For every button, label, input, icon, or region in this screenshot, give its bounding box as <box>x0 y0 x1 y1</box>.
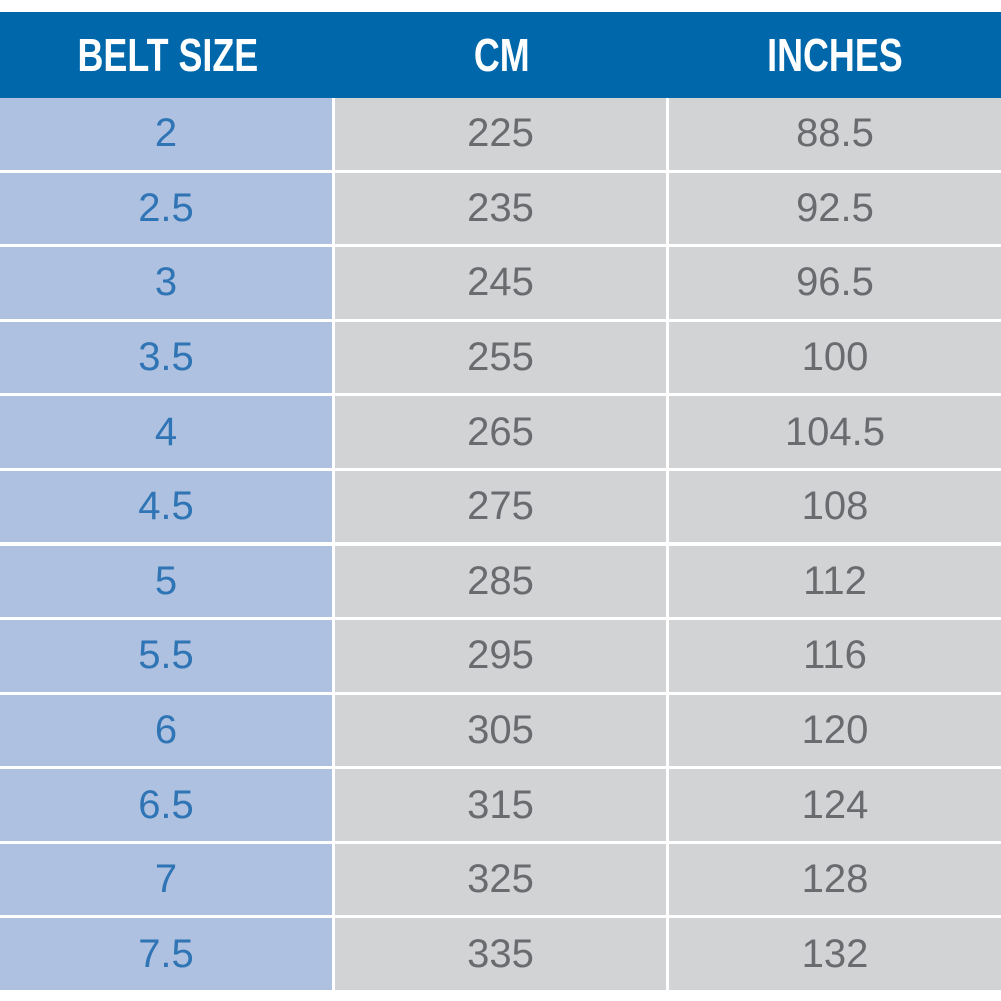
value-cell: 128 <box>669 843 1001 916</box>
header-cell-text: INCHES <box>767 29 903 81</box>
value-cell: 108 <box>669 470 1001 543</box>
size-cell-text: 4 <box>154 409 178 454</box>
size-cell: 4 <box>0 396 332 468</box>
size-cell: 4.5 <box>0 470 332 543</box>
value-cell: 96.5 <box>669 247 1001 319</box>
header-cell: BELT SIZE <box>0 12 335 98</box>
value-cell-text: 335 <box>467 931 534 976</box>
size-cell-text: 3.5 <box>138 335 194 380</box>
value-cell-text: 295 <box>467 633 534 678</box>
size-cell-text: 4.5 <box>138 484 194 529</box>
value-cell-text: 285 <box>467 558 534 603</box>
value-cell: 92.5 <box>669 172 1001 245</box>
header-cell: CM <box>335 12 669 98</box>
value-cell: 245 <box>335 247 666 319</box>
value-cell-text: 315 <box>467 782 534 827</box>
size-cell-text: 6 <box>154 707 178 752</box>
value-cell-text: 128 <box>801 857 869 902</box>
size-cell: 3 <box>0 247 332 319</box>
value-cell-text: 108 <box>801 484 869 529</box>
value-cell-text: 96.5 <box>796 260 874 305</box>
size-cell-text: 5.5 <box>138 633 194 678</box>
value-cell: 112 <box>669 545 1001 618</box>
size-cell: 7.5 <box>0 918 332 990</box>
value-cell-text: 325 <box>467 857 534 902</box>
header-cell-text: BELT SIZE <box>77 29 258 81</box>
value-cell: 235 <box>335 172 666 245</box>
value-cell-text: 104.5 <box>784 409 886 454</box>
size-cell: 6 <box>0 694 332 767</box>
value-cell: 120 <box>669 694 1001 767</box>
value-cell: 104.5 <box>669 396 1001 468</box>
value-cell: 116 <box>669 620 1001 692</box>
value-cell-text: 255 <box>467 335 534 380</box>
value-cell-text: 120 <box>801 707 869 752</box>
value-cell-text: 116 <box>803 633 867 678</box>
size-cell-text: 2 <box>154 111 178 156</box>
value-cell: 88.5 <box>669 98 1001 170</box>
value-cell: 315 <box>335 769 666 841</box>
header-cell-text: CM <box>474 29 530 81</box>
value-cell: 285 <box>335 545 666 618</box>
value-cell-text: 132 <box>801 931 869 976</box>
value-cell: 295 <box>335 620 666 692</box>
value-cell: 100 <box>669 321 1001 394</box>
value-cell: 305 <box>335 694 666 767</box>
header-cell: INCHES <box>669 12 1001 98</box>
size-cell-text: 7 <box>154 857 178 902</box>
size-cell: 2.5 <box>0 172 332 245</box>
value-cell-text: 225 <box>467 111 534 156</box>
size-cell-text: 7.5 <box>138 931 194 976</box>
value-cell-text: 235 <box>467 185 534 230</box>
size-cell: 7 <box>0 843 332 916</box>
value-cell-text: 92.5 <box>796 185 874 230</box>
value-cell: 335 <box>335 918 666 990</box>
size-cell: 3.5 <box>0 321 332 394</box>
value-cell: 265 <box>335 396 666 468</box>
size-cell: 5 <box>0 545 332 618</box>
value-cell-text: 305 <box>467 707 534 752</box>
value-cell: 255 <box>335 321 666 394</box>
value-cell-text: 88.5 <box>796 111 874 156</box>
value-cell: 132 <box>669 918 1001 990</box>
size-cell-text: 5 <box>154 558 178 603</box>
value-cell: 124 <box>669 769 1001 841</box>
size-cell-text: 2.5 <box>138 185 194 230</box>
value-cell-text: 275 <box>467 484 534 529</box>
value-cell-text: 112 <box>803 558 867 603</box>
value-cell-text: 245 <box>467 260 534 305</box>
size-cell: 2 <box>0 98 332 170</box>
size-cell: 6.5 <box>0 769 332 841</box>
value-cell-text: 124 <box>801 782 869 827</box>
value-cell-text: 100 <box>801 335 869 380</box>
value-cell-text: 265 <box>467 409 534 454</box>
value-cell: 275 <box>335 470 666 543</box>
value-cell: 225 <box>335 98 666 170</box>
value-cell: 325 <box>335 843 666 916</box>
size-cell: 5.5 <box>0 620 332 692</box>
size-cell-text: 3 <box>154 260 178 305</box>
size-cell-text: 6.5 <box>138 782 194 827</box>
